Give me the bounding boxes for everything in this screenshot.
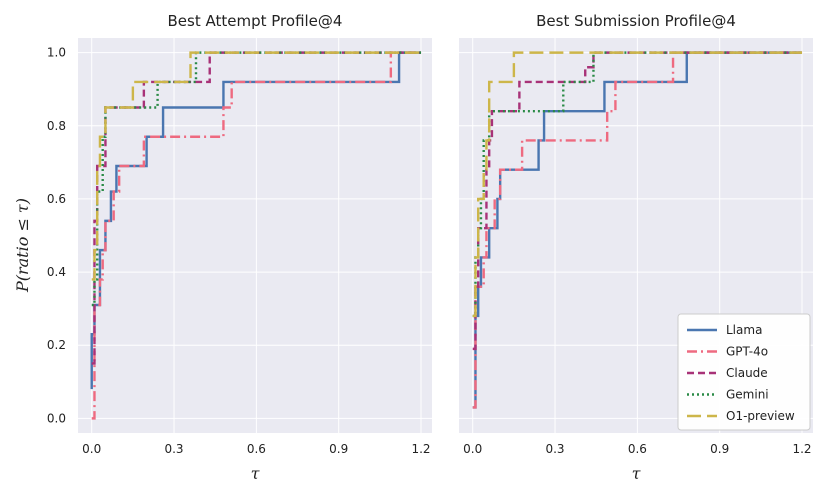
- y-tick-label: 0.8: [47, 119, 66, 133]
- legend-box: [677, 313, 811, 431]
- legend: Llama GPT-4o Claude Gemini O1-preview: [677, 313, 811, 431]
- x-axis-label: τ: [632, 464, 642, 483]
- legend-label: O1-preview: [726, 409, 795, 423]
- y-tick-label: 0.2: [47, 338, 66, 352]
- series-line-gpt-4o: [472, 51, 803, 409]
- plot-area: [78, 38, 432, 433]
- legend-label: Claude: [726, 366, 768, 380]
- series-line-o1-preview: [472, 51, 803, 318]
- series-line-o1-preview: [91, 51, 422, 281]
- legend-label: GPT-4o: [726, 345, 768, 359]
- x-tick-label: 0.6: [247, 442, 266, 456]
- x-tick-label: 0.3: [545, 442, 564, 456]
- x-tick-label: 1.2: [411, 442, 430, 456]
- panel-title: Best Attempt Profile@4: [168, 12, 343, 30]
- x-axis-label: τ: [251, 464, 261, 483]
- legend-label: Llama: [726, 323, 762, 337]
- y-axis-label: P(ratio ≤ τ): [13, 198, 32, 293]
- series-line-claude: [472, 51, 803, 351]
- panel-title: Best Submission Profile@4: [536, 12, 736, 30]
- series-line-gemini: [91, 51, 422, 307]
- x-tick-label: 0.9: [329, 442, 348, 456]
- y-tick-label: 0.4: [47, 265, 66, 279]
- x-tick-label: 1.2: [792, 442, 811, 456]
- x-tick-label: 0.6: [628, 442, 647, 456]
- y-tick-label: 1.0: [47, 46, 66, 60]
- series-line-llama: [90, 51, 422, 390]
- legend-label: Gemini: [726, 388, 769, 402]
- x-tick-label: 0.3: [164, 442, 183, 456]
- series-line-gpt-4o: [91, 51, 422, 420]
- x-tick-label: 0.0: [463, 442, 482, 456]
- x-tick-label: 0.9: [710, 442, 729, 456]
- x-tick-label: 0.0: [82, 442, 101, 456]
- panel-best-attempt: 0.0 0.3 0.6 0.9 1.2 0.0 0.2 0.4 0.6 0.8 1.0 Best At…: [47, 12, 432, 483]
- y-tick-label: 0.6: [47, 192, 66, 206]
- y-tick-label: 0.0: [47, 411, 66, 425]
